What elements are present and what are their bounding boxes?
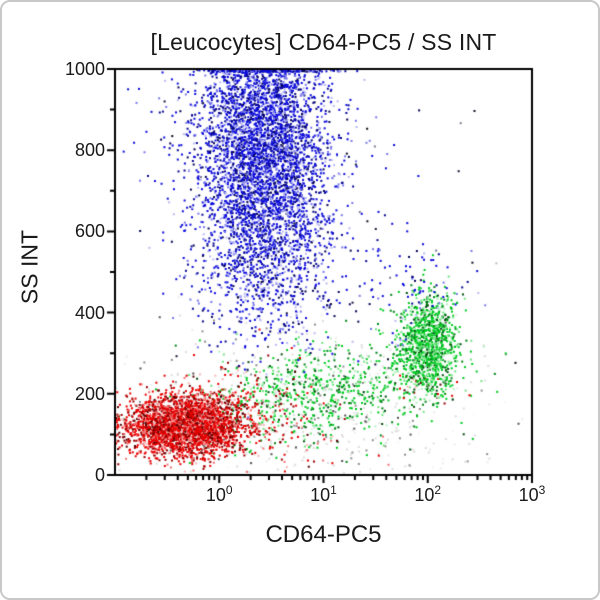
x-tick-label-10e3: 103 [518, 483, 546, 505]
y-tick-label-0: 0 [94, 465, 105, 485]
x-tick-exponent: 2 [434, 483, 442, 497]
x-axis-title: CD64-PC5 [265, 521, 382, 548]
y-tick-label-1000: 1000 [64, 59, 105, 79]
x-tick-label-10e0: 100 [205, 483, 233, 505]
y-tick-label-400: 400 [74, 302, 105, 323]
x-tick-exponent: 0 [225, 483, 233, 497]
x-tick-label-10e2: 102 [414, 483, 442, 505]
x-tick-label-10e1: 101 [310, 483, 337, 505]
y-tick-label-600: 600 [74, 221, 105, 242]
x-tick-exponent: 3 [538, 483, 546, 497]
x-tick-exponent: 1 [330, 483, 337, 497]
y-axis-title-text: SS INT [16, 229, 43, 305]
chart-title: [Leucocytes] CD64-PC5 / SS INT [150, 29, 497, 55]
y-tick-label-200: 200 [74, 383, 105, 404]
y-tick-label-800: 800 [74, 140, 105, 161]
